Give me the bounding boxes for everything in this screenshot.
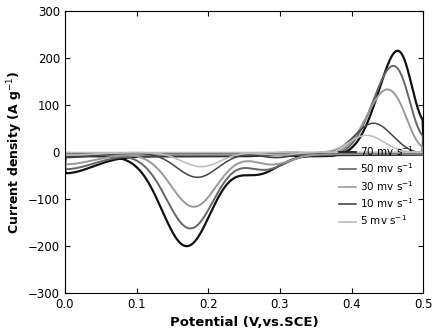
30 mv s$^{-1}$ xyxy=(304,152,309,156)
30 mv s$^{-1}$ xyxy=(402,151,407,155)
30 mv s$^{-1}$ xyxy=(191,205,197,209)
30 mv s$^{-1}$ xyxy=(183,152,188,156)
70 mv s$^{-1}$ xyxy=(373,97,378,102)
10 mv s$^{-1}$ xyxy=(402,150,407,154)
70 mv s$^{-1}$ xyxy=(62,164,67,169)
50 mv s$^{-1}$ xyxy=(62,162,67,166)
Line: 70 mv s$^{-1}$: 70 mv s$^{-1}$ xyxy=(65,51,423,246)
30 mv s$^{-1}$ xyxy=(373,97,378,101)
Line: 5 mv s$^{-1}$: 5 mv s$^{-1}$ xyxy=(65,135,423,167)
50 mv s$^{-1}$ xyxy=(391,64,396,68)
30 mv s$^{-1}$ xyxy=(62,158,67,162)
30 mv s$^{-1}$ xyxy=(387,151,392,155)
10 mv s$^{-1}$ xyxy=(374,122,379,126)
50 mv s$^{-1}$ xyxy=(183,153,188,157)
5 mv s$^{-1}$ xyxy=(387,150,392,154)
70 mv s$^{-1}$ xyxy=(157,154,162,158)
30 mv s$^{-1}$ xyxy=(385,87,390,91)
X-axis label: Potential (V,vs.SCE): Potential (V,vs.SCE) xyxy=(170,317,318,329)
30 mv s$^{-1}$ xyxy=(62,158,67,162)
Line: 10 mv s$^{-1}$: 10 mv s$^{-1}$ xyxy=(65,123,423,177)
10 mv s$^{-1}$ xyxy=(183,151,188,155)
10 mv s$^{-1}$ xyxy=(371,121,376,125)
70 mv s$^{-1}$ xyxy=(395,49,400,53)
70 mv s$^{-1}$ xyxy=(387,153,392,157)
30 mv s$^{-1}$ xyxy=(157,152,162,156)
70 mv s$^{-1}$ xyxy=(402,153,407,157)
50 mv s$^{-1}$ xyxy=(387,152,392,156)
5 mv s$^{-1}$ xyxy=(402,150,407,154)
10 mv s$^{-1}$ xyxy=(304,151,309,155)
70 mv s$^{-1}$ xyxy=(62,164,67,169)
50 mv s$^{-1}$ xyxy=(373,92,378,96)
5 mv s$^{-1}$ xyxy=(62,152,67,156)
70 mv s$^{-1}$ xyxy=(183,154,188,158)
10 mv s$^{-1}$ xyxy=(195,175,200,179)
5 mv s$^{-1}$ xyxy=(199,165,204,169)
10 mv s$^{-1}$ xyxy=(387,151,392,155)
5 mv s$^{-1}$ xyxy=(62,152,67,156)
5 mv s$^{-1}$ xyxy=(183,150,188,154)
70 mv s$^{-1}$ xyxy=(184,244,190,248)
Line: 50 mv s$^{-1}$: 50 mv s$^{-1}$ xyxy=(65,66,423,228)
Legend: 70 mv s$^{-1}$, 50 mv s$^{-1}$, 30 mv s$^{-1}$, 10 mv s$^{-1}$, 5 mv s$^{-1}$: 70 mv s$^{-1}$, 50 mv s$^{-1}$, 30 mv s$… xyxy=(335,140,418,231)
50 mv s$^{-1}$ xyxy=(62,162,67,166)
5 mv s$^{-1}$ xyxy=(304,150,309,154)
10 mv s$^{-1}$ xyxy=(62,154,67,158)
50 mv s$^{-1}$ xyxy=(304,153,309,157)
Y-axis label: Current density (A g$^{-1}$): Current density (A g$^{-1}$) xyxy=(6,70,25,233)
5 mv s$^{-1}$ xyxy=(364,133,369,137)
5 mv s$^{-1}$ xyxy=(157,150,162,154)
50 mv s$^{-1}$ xyxy=(188,226,193,230)
Line: 30 mv s$^{-1}$: 30 mv s$^{-1}$ xyxy=(65,89,423,207)
10 mv s$^{-1}$ xyxy=(157,151,162,155)
50 mv s$^{-1}$ xyxy=(157,153,162,157)
10 mv s$^{-1}$ xyxy=(62,154,67,158)
50 mv s$^{-1}$ xyxy=(402,152,407,156)
5 mv s$^{-1}$ xyxy=(374,136,379,140)
70 mv s$^{-1}$ xyxy=(304,154,309,158)
